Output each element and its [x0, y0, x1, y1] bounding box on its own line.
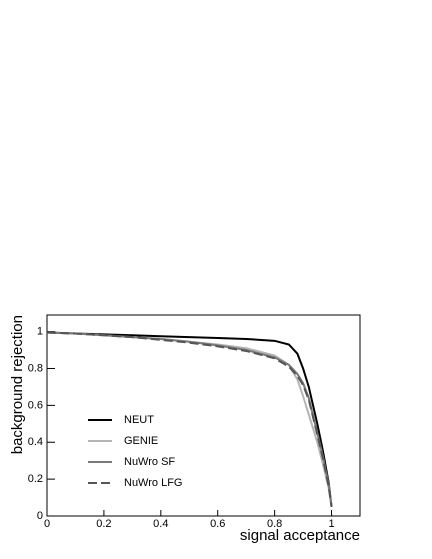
- legend-label: NEUT: [124, 414, 154, 426]
- x-tick-label: 0: [44, 518, 50, 530]
- legend-label: GENIE: [124, 435, 158, 447]
- x-tick-label: 0.8: [267, 518, 282, 530]
- y-tick-label: 1: [37, 326, 43, 338]
- y-tick-label: 0: [37, 510, 43, 522]
- y-tick-label: 0.4: [28, 436, 43, 448]
- series-line: [46, 331, 333, 507]
- y-tick-label: 0.2: [28, 473, 43, 485]
- legend-label: NuWro SF: [124, 456, 175, 468]
- x-tick-label: 0.4: [153, 518, 168, 530]
- series-line: [46, 331, 333, 507]
- x-tick-label: 0.2: [96, 518, 111, 530]
- y-tick-label: 0.6: [28, 399, 43, 411]
- legend-label: NuWro LFG: [124, 477, 182, 489]
- x-tick-label: 0.6: [210, 518, 225, 530]
- y-axis-title: background rejection: [9, 315, 26, 454]
- x-tick-label: 1: [328, 518, 334, 530]
- x-axis-title: signal acceptance: [240, 527, 360, 544]
- y-tick-label: 0.8: [28, 362, 43, 374]
- plot-frame: [46, 314, 361, 517]
